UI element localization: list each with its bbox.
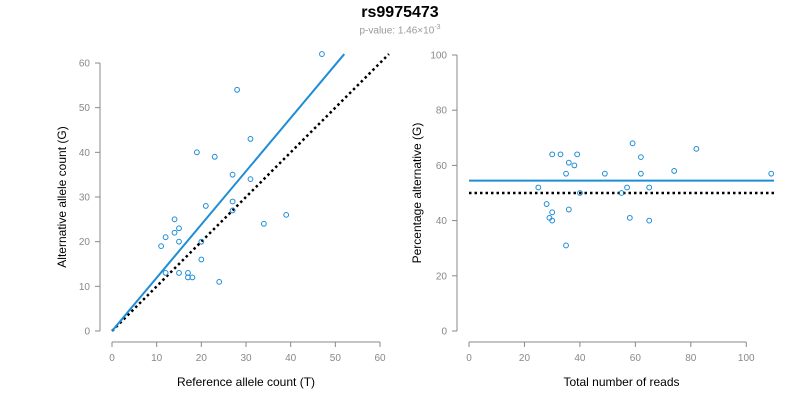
data-point [565, 206, 572, 213]
y-tick-label: 50 [79, 103, 91, 114]
data-point [638, 170, 644, 177]
reference-line [111, 53, 390, 332]
data-point [563, 242, 569, 249]
y-tick-label: 40 [436, 216, 448, 227]
data-point [646, 217, 653, 224]
y-tick-label: 0 [84, 327, 90, 338]
chart-title: rs9975473 [361, 4, 439, 21]
y-tick-label: 60 [436, 161, 448, 172]
y-axis-title: Percentage alternative (G) [410, 123, 424, 264]
y-tick-label: 80 [436, 106, 448, 117]
x-tick-label: 0 [466, 353, 472, 364]
data-point [260, 220, 267, 227]
x-tick-label: 60 [630, 353, 642, 364]
data-point [601, 170, 608, 177]
x-tick-label: 0 [109, 353, 115, 364]
data-point [247, 176, 254, 183]
data-point [693, 145, 700, 152]
data-point [549, 151, 556, 158]
data-point [158, 243, 165, 250]
y-tick-label: 10 [79, 282, 91, 293]
data-point [229, 171, 236, 178]
data-point [671, 168, 678, 174]
data-point [247, 136, 254, 142]
data-point [229, 198, 236, 205]
data-point [629, 140, 636, 147]
data-point [171, 216, 178, 223]
data-point [577, 190, 583, 196]
y-tick-label: 100 [430, 51, 447, 62]
y-tick-label: 20 [436, 271, 448, 282]
data-point [176, 270, 182, 276]
data-point [571, 162, 578, 169]
data-point [557, 151, 564, 158]
data-point [176, 225, 182, 232]
data-point [768, 170, 775, 177]
data-point [565, 159, 572, 166]
p-value-label: p-value: 1.46×10-3 [0, 24, 800, 36]
data-point [189, 274, 196, 281]
x-tick-label: 50 [330, 353, 342, 364]
data-point [229, 207, 236, 214]
data-point [563, 170, 569, 177]
data-point [549, 209, 556, 216]
y-tick-label: 20 [79, 237, 91, 248]
x-tick-label: 80 [685, 353, 697, 364]
x-tick-label: 20 [519, 353, 531, 364]
right-panel-percentage: 0 20 40 60 80 100 0 20 40 60 80 100 Total number of … [410, 51, 775, 389]
data-point [162, 270, 169, 276]
x-tick-label: 40 [574, 353, 586, 364]
left-panel-allele-counts: 0 10 20 30 40 50 60 0 10 20 30 40 50 60 Reference alle… [55, 51, 390, 389]
y-tick-label: 40 [79, 148, 91, 159]
y-tick-label: 60 [79, 59, 91, 70]
data-point [193, 149, 200, 156]
data-point [202, 203, 209, 209]
x-tick-label: 100 [738, 353, 755, 364]
data-point [624, 184, 630, 191]
y-tick-label: 0 [441, 327, 447, 338]
y-tick-label: 30 [79, 193, 91, 204]
y-axis-title: Alternative allele count (G) [55, 126, 69, 267]
data-point [234, 86, 240, 93]
fit-line [111, 53, 346, 332]
data-point [574, 151, 581, 158]
data-point [216, 278, 223, 285]
data-point [543, 201, 550, 207]
data-point [198, 256, 205, 263]
x-tick-label: 20 [196, 353, 208, 364]
p-value-exponent: -3 [434, 24, 441, 31]
data-point [162, 234, 169, 241]
data-point [646, 184, 653, 191]
data-point [198, 238, 205, 245]
data-point [546, 214, 553, 221]
x-tick-label: 30 [240, 353, 252, 364]
data-point [319, 51, 325, 57]
x-axis-title: Reference allele count (T) [177, 375, 315, 389]
data-point [176, 238, 182, 245]
data-point [171, 229, 178, 236]
x-axis-title: Total number of reads [563, 375, 679, 389]
data-point [283, 211, 290, 218]
x-tick-label: 40 [285, 353, 297, 364]
data-point [549, 217, 556, 224]
p-value-text: p-value: 1.46×10 [359, 25, 435, 37]
data-point [618, 190, 625, 196]
data-point [626, 214, 633, 221]
data-point [638, 154, 644, 161]
x-tick-label: 10 [151, 353, 163, 364]
data-point [211, 153, 218, 160]
x-tick-label: 60 [374, 353, 386, 364]
data-point [535, 184, 542, 191]
